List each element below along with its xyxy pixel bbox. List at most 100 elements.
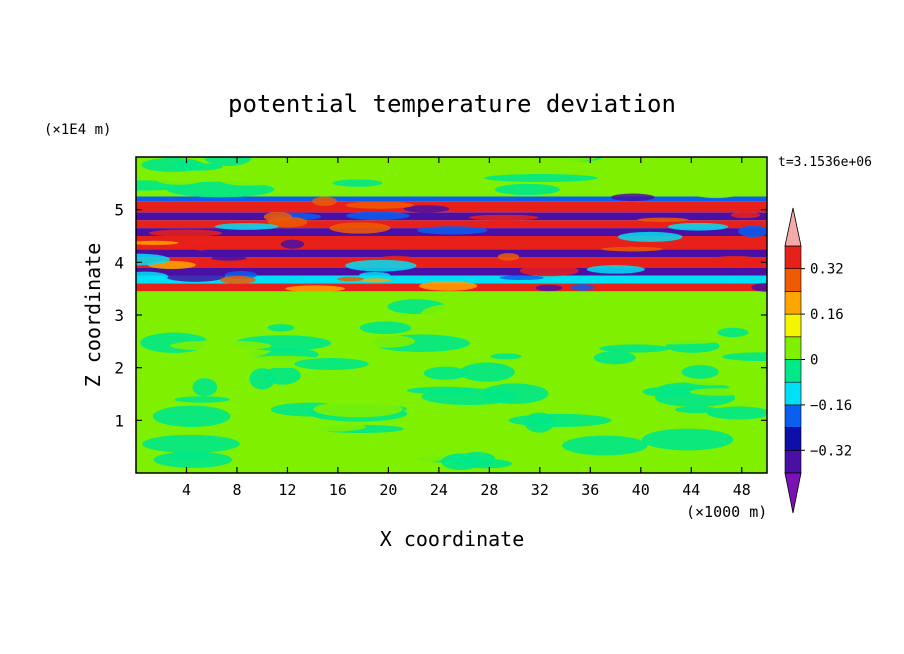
field-band bbox=[136, 267, 767, 276]
field-patch bbox=[423, 366, 468, 380]
field-band bbox=[136, 196, 767, 202]
colorbar-segment bbox=[784, 268, 802, 292]
field-patch bbox=[738, 225, 767, 238]
colorbar-segment bbox=[784, 291, 802, 315]
field-patch bbox=[730, 211, 761, 219]
field-patch bbox=[164, 270, 226, 282]
field-patch bbox=[136, 403, 171, 411]
field-patch bbox=[204, 157, 252, 166]
field-patch bbox=[220, 275, 256, 284]
colorbar-over-arrow bbox=[784, 207, 802, 247]
x-tick-label: 44 bbox=[682, 481, 700, 499]
x-tick-label: 24 bbox=[430, 481, 448, 499]
field-patch bbox=[136, 373, 195, 382]
plot-area bbox=[136, 157, 767, 473]
field-patch bbox=[610, 193, 655, 202]
colorbar-segment bbox=[784, 245, 802, 270]
y-tick-label: 5 bbox=[114, 201, 124, 220]
field-patch bbox=[468, 214, 539, 221]
field-patch bbox=[600, 169, 684, 184]
field-patch bbox=[337, 276, 364, 282]
y-unit-label: (×1E4 m) bbox=[44, 122, 111, 138]
field-patch bbox=[267, 324, 295, 332]
chart-title: potential temperature deviation bbox=[228, 90, 676, 118]
field-patch bbox=[689, 388, 750, 396]
field-band bbox=[136, 275, 767, 284]
field-patch bbox=[218, 172, 280, 186]
x-axis-label: X coordinate bbox=[380, 527, 525, 551]
colorbar-segment bbox=[784, 313, 802, 338]
colorbar-segment bbox=[784, 359, 802, 383]
x-tick-label: 36 bbox=[581, 481, 599, 499]
field-patch bbox=[667, 222, 729, 231]
field-patch bbox=[136, 271, 169, 282]
field-patch bbox=[751, 283, 767, 292]
colorbar-segment bbox=[784, 404, 802, 428]
field-patch bbox=[459, 362, 515, 382]
colorbar-tick-label: 0.16 bbox=[810, 307, 844, 323]
x-tick-label: 12 bbox=[278, 481, 296, 499]
field-patch bbox=[721, 352, 767, 362]
field-band bbox=[136, 201, 767, 213]
field-patch bbox=[360, 278, 392, 283]
field-patch bbox=[568, 372, 642, 385]
field-patch bbox=[687, 182, 745, 199]
field-patch bbox=[268, 396, 320, 404]
field-patch bbox=[419, 281, 478, 291]
field-patch bbox=[192, 330, 238, 338]
field-patch bbox=[681, 365, 719, 379]
x-tick-label: 4 bbox=[182, 481, 191, 499]
x-unit-label: (×1000 m) bbox=[686, 503, 767, 521]
y-tick-label: 3 bbox=[114, 306, 124, 325]
field-patch bbox=[136, 253, 171, 266]
field-patch bbox=[593, 351, 636, 365]
field-patch bbox=[706, 406, 767, 420]
field-patch bbox=[345, 201, 414, 209]
field-patch bbox=[717, 327, 749, 338]
field-patch bbox=[169, 340, 272, 351]
field-patch bbox=[214, 223, 279, 230]
field-patch bbox=[224, 461, 256, 473]
field-patch bbox=[296, 422, 366, 432]
x-tick-label: 32 bbox=[531, 481, 549, 499]
field-patch bbox=[499, 275, 544, 281]
field-patch bbox=[519, 265, 579, 277]
field-patch bbox=[674, 406, 719, 414]
field-patch bbox=[335, 165, 446, 174]
field-patch bbox=[152, 405, 231, 427]
field-patch bbox=[174, 396, 230, 403]
field-patch bbox=[329, 222, 391, 234]
colorbar: 0.32 0.16 0 −0.16 −0.32 bbox=[784, 207, 852, 514]
field-band bbox=[136, 249, 767, 258]
colorbar-segment bbox=[784, 381, 802, 406]
field-patch bbox=[420, 304, 482, 326]
colorbar-tick-label: 0.32 bbox=[810, 262, 844, 278]
field-patch bbox=[637, 217, 689, 222]
field-patch bbox=[312, 196, 337, 206]
colorbar-tick-label: −0.32 bbox=[810, 443, 852, 459]
colorbar-tick-label: 0 bbox=[810, 353, 818, 369]
field-patch bbox=[154, 171, 204, 185]
field-patch bbox=[332, 179, 383, 187]
colorbar-tick-label: −0.16 bbox=[810, 398, 852, 414]
field-patch bbox=[478, 157, 598, 163]
field-patch bbox=[599, 344, 671, 353]
y-axis-label: Z coordinate bbox=[81, 243, 105, 388]
field-patch bbox=[249, 368, 276, 390]
field-band bbox=[136, 220, 767, 229]
field-patch bbox=[707, 255, 763, 266]
field-patch bbox=[285, 285, 345, 292]
y-tick-label: 2 bbox=[114, 359, 124, 378]
x-tick-label: 48 bbox=[733, 481, 751, 499]
field-band bbox=[136, 212, 767, 221]
field-band bbox=[136, 257, 767, 268]
x-tick-label: 40 bbox=[632, 481, 650, 499]
field-patch bbox=[148, 229, 223, 237]
x-tick-label: 28 bbox=[480, 481, 498, 499]
field-patch bbox=[346, 211, 410, 221]
x-tick-label: 20 bbox=[379, 481, 397, 499]
field-patch bbox=[294, 358, 369, 370]
field-patch bbox=[210, 255, 247, 261]
colorbar-segment bbox=[784, 427, 802, 451]
